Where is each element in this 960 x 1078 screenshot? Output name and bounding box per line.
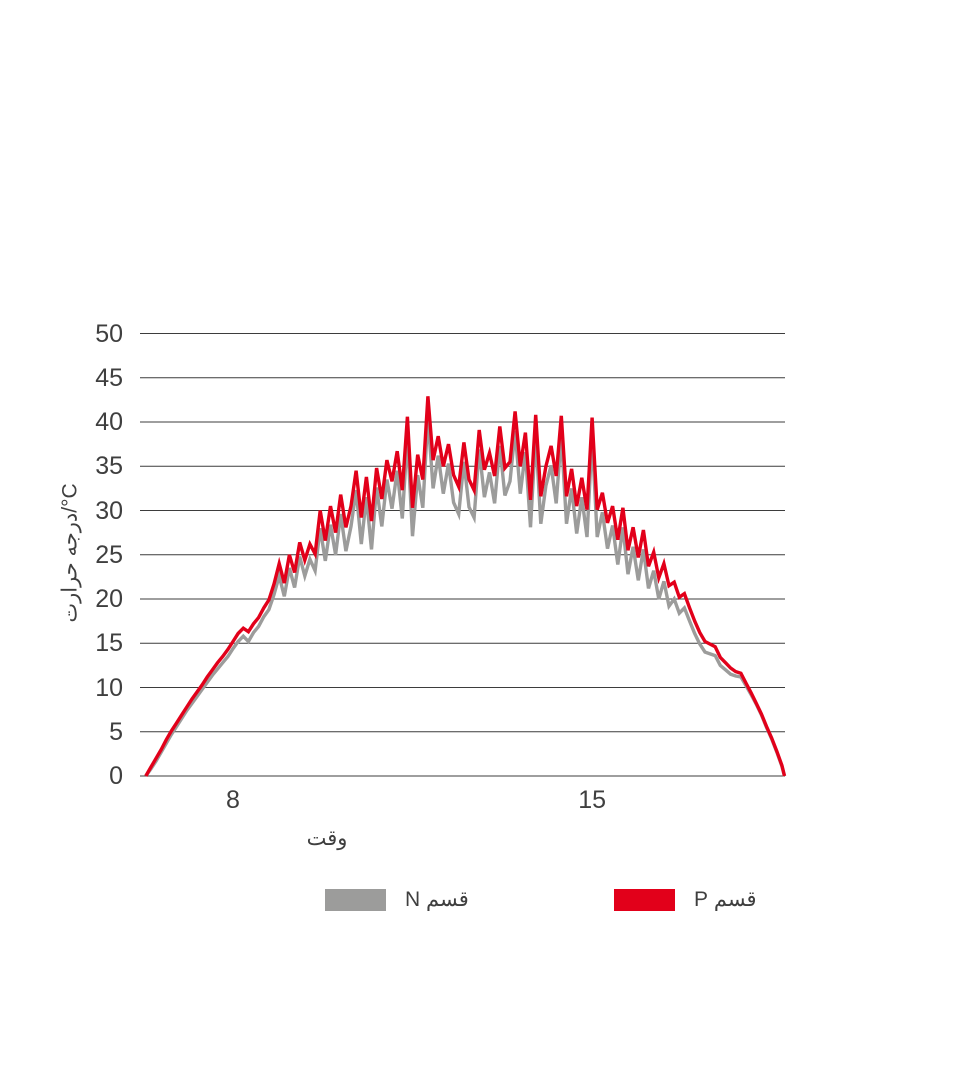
legend-item-p: قسم P xyxy=(614,888,757,912)
y-axis-title: درجه حرارت/°C xyxy=(58,483,82,623)
y-tick-label-0: 0 xyxy=(109,762,123,790)
y-tick-label-50: 50 xyxy=(95,319,123,348)
x-axis-title: وقت xyxy=(306,827,348,850)
legend-label-p: قسم P xyxy=(694,888,757,911)
x-tick-label-15: 15 xyxy=(578,786,606,814)
y-tick-label-45: 45 xyxy=(95,363,123,392)
series-line-قسم N xyxy=(144,416,787,777)
legend-item-n: قسم N xyxy=(325,888,469,912)
y-tick-label-15: 15 xyxy=(95,629,123,658)
y-tick-label-10: 10 xyxy=(95,673,123,702)
y-tick-label-40: 40 xyxy=(95,408,123,436)
y-tick-label-25: 25 xyxy=(95,540,123,569)
y-tick-label-35: 35 xyxy=(95,452,123,481)
legend-swatch-n-icon xyxy=(325,889,386,911)
legend-label-n: قسم N xyxy=(405,888,469,911)
series-line-قسم P xyxy=(144,396,787,777)
y-tick-label-20: 20 xyxy=(95,585,123,613)
y-tick-label-30: 30 xyxy=(95,496,123,525)
legend-swatch-p-icon xyxy=(614,889,675,911)
y-tick-label-5: 5 xyxy=(109,717,123,746)
x-tick-label-8: 8 xyxy=(226,786,240,814)
